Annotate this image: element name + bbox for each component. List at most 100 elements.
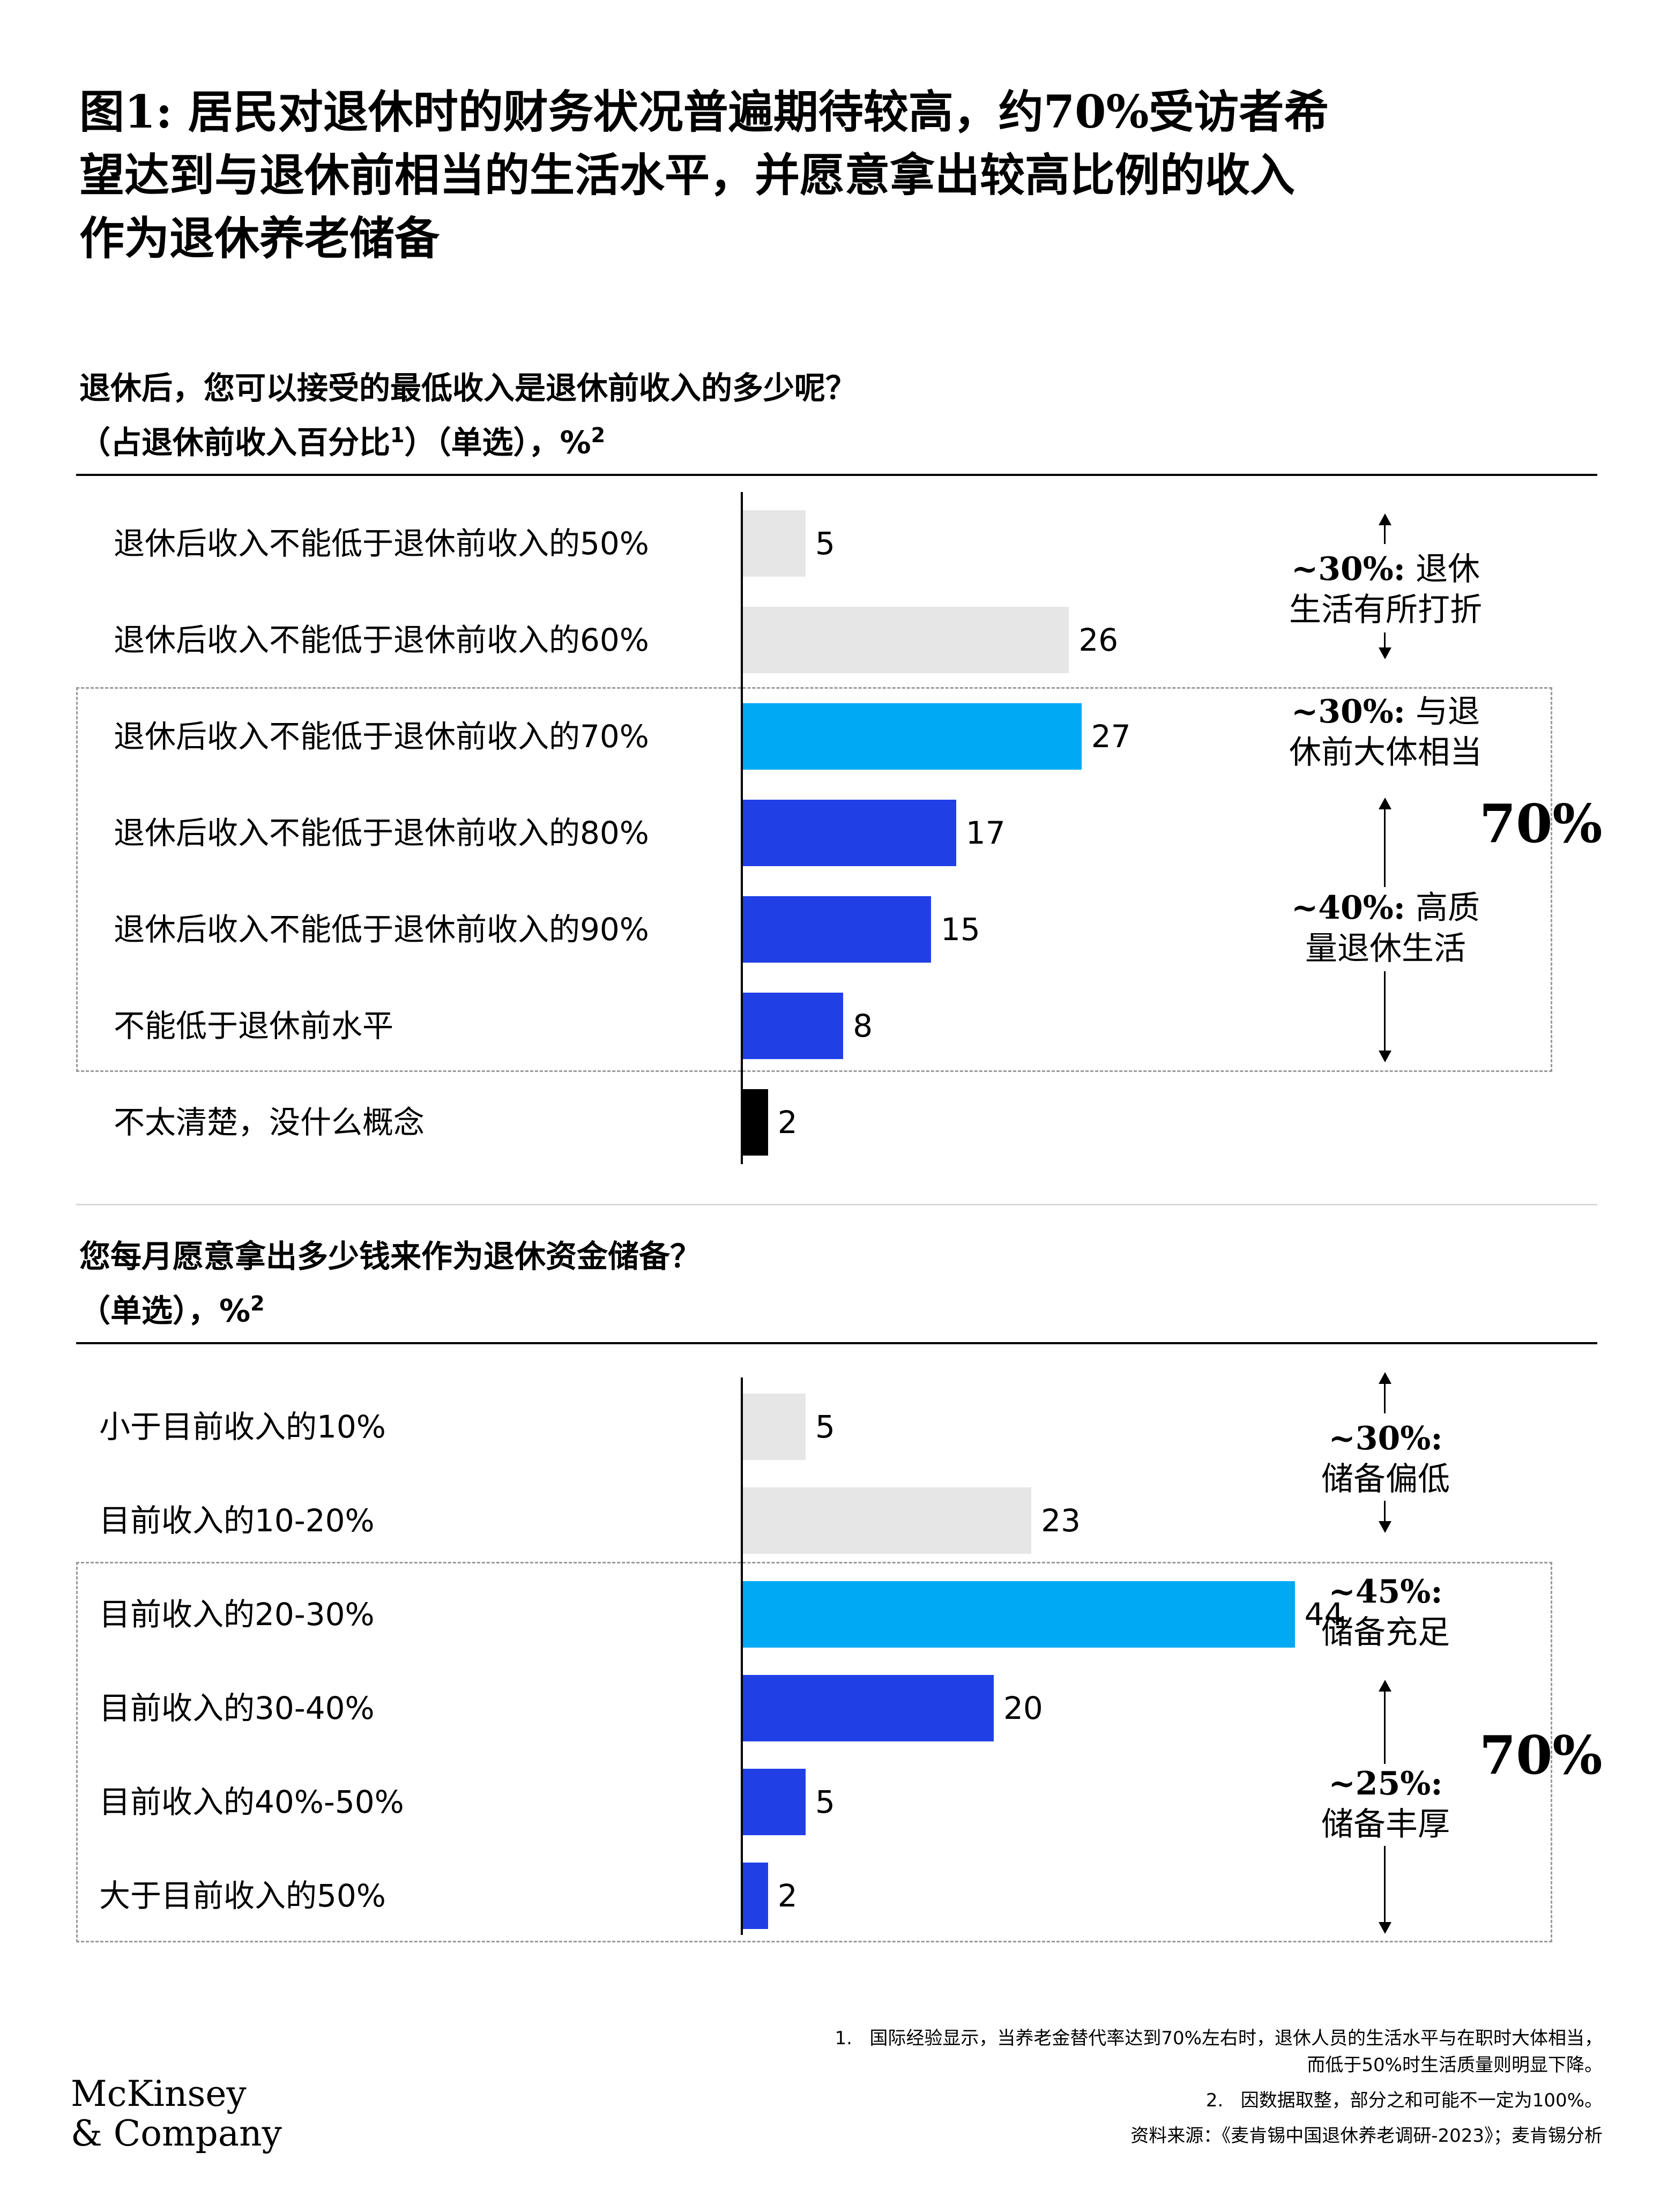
chart1-annotation-2-text: 与退: [1416, 693, 1480, 731]
chart2-data-label: 5: [815, 1784, 835, 1820]
chart1-70pct-dashed-box: [76, 687, 1552, 1072]
logo-line-2: & Company: [71, 2113, 282, 2154]
chart2-data-label: 5: [815, 1409, 835, 1445]
chart2-annotation-1-line2: 储备偏低: [1321, 1461, 1450, 1498]
chart1-category-label: 不能低于退休前水平: [114, 1008, 394, 1044]
chart2-data-label: 23: [1041, 1502, 1081, 1539]
chart2-arrow-down-icon: [1379, 1922, 1391, 1934]
chart2-arrow-line: [1384, 1381, 1386, 1413]
chart1-title: 退休后，您可以接受的最低收入是退休前收入的多少呢？ （占退休前收入百分比1）（单…: [79, 364, 1580, 466]
chart1-annotation-2-line2: 休前大体相当: [1289, 734, 1482, 771]
chart2-annotation-2: ~45%: 储备充足: [1227, 1572, 1544, 1653]
chart2-category-label: 目前收入的40%-50%: [99, 1784, 404, 1820]
footnote-1-line2: 而低于50%时生活质量则明显下降。: [1307, 2054, 1603, 2076]
chart2-title-line-2-text: （单选），%: [79, 1292, 251, 1329]
footnote-2-number: 2.: [1205, 2090, 1224, 2111]
chart2-arrow-line: [1384, 1501, 1386, 1522]
chart1-bar: [743, 800, 956, 866]
chart1-annotation-1-line2: 生活有所打折: [1289, 591, 1482, 629]
chart2-bar: [743, 1394, 806, 1460]
chart1-annotation-2-pct: ~30%:: [1291, 693, 1405, 731]
chart1-category-label: 退休后收入不能低于退休前收入的70%: [114, 718, 649, 755]
chart1-footnote-ref-2: 2: [591, 423, 606, 447]
chart1-annotation-1: ~30%: 退休 生活有所打折: [1227, 549, 1544, 630]
chart1-data-label: 27: [1091, 718, 1131, 755]
figure-title: 图1: 居民对退休时的财务状况普遍期待较高，约70%受访者希 望达到与退休前相当…: [79, 80, 1612, 270]
chart1-title-line-1: 退休后，您可以接受的最低收入是退休前收入的多少呢？: [79, 370, 857, 406]
chart2-axis: [741, 1377, 743, 1935]
chart1-title-line-2-end: ）（单选），%: [404, 424, 591, 461]
chart2-arrow-line: [1384, 1846, 1386, 1923]
chart1-axis: [741, 492, 743, 1164]
chart2-arrow-down-icon: [1379, 1521, 1391, 1533]
chart2-title-line-2: （单选），%2: [79, 1280, 1580, 1334]
logo-line-1: McKinsey: [71, 2073, 247, 2114]
chart1-arrow-down-icon: [1379, 647, 1391, 659]
chart1-bar: [743, 607, 1069, 673]
chart1-arrow-line: [1384, 632, 1386, 649]
chart2-arrow-up-icon: [1379, 1372, 1391, 1384]
chart2-annotation-2-line2: 储备充足: [1321, 1614, 1450, 1651]
section-divider: [76, 1204, 1597, 1205]
chart1-arrow-line: [1384, 523, 1386, 544]
chart1-annotation-1-pct: ~30%:: [1291, 550, 1405, 588]
chart2-bar: [743, 1581, 1295, 1648]
chart2-arrow-line: [1384, 1689, 1386, 1764]
footnote-1: 1. 国际经验显示，当养老金替代率达到70%左右时，退休人员的生活水平与在职时大…: [643, 2025, 1603, 2079]
chart2-arrow-up-icon: [1379, 1680, 1391, 1692]
chart2-category-label: 目前收入的10-20%: [99, 1502, 375, 1539]
chart2-category-label: 大于目前收入的50%: [99, 1878, 386, 1914]
chart1-bar: [743, 993, 844, 1059]
chart1-data-label: 5: [815, 525, 835, 562]
chart2-category-label: 小于目前收入的10%: [99, 1409, 386, 1445]
chart2-bar: [743, 1487, 1032, 1554]
chart2-bar: [743, 1863, 768, 1929]
footnote-1-line1: 国际经验显示，当养老金替代率达到70%左右时，退休人员的生活水平与在职时大体相当…: [869, 2028, 1603, 2049]
chart2-bar: [743, 1769, 806, 1835]
chart1-bar: [743, 510, 806, 577]
figure-title-line-3: 作为退休养老储备: [79, 212, 440, 265]
footnote-2-text: 因数据取整，部分之和可能不一定为100%。: [1240, 2090, 1603, 2111]
chart1-arrow-line: [1384, 807, 1386, 887]
chart1-annotation-3-text: 高质: [1416, 889, 1480, 927]
chart2-data-label: 2: [777, 1878, 798, 1914]
chart1-title-line-2-text: （占退休前收入百分比: [79, 424, 391, 461]
chart2-top-rule: [76, 1342, 1597, 1344]
chart1-data-label: 17: [965, 815, 1006, 851]
chart1-footnote-ref-1: 1: [390, 423, 405, 447]
chart2-total-70pct: 70%: [1479, 1725, 1603, 1786]
footnote-1-number: 1.: [835, 2028, 852, 2049]
chart2-data-label: 44: [1304, 1596, 1344, 1633]
chart1-category-label: 退休后收入不能低于退休前收入的50%: [114, 525, 649, 562]
mckinsey-logo: McKinsey & Company: [71, 2074, 282, 2154]
chart1-data-label: 2: [777, 1104, 798, 1141]
chart1-arrow-down-icon: [1379, 1051, 1391, 1062]
chart1-category-label: 退休后收入不能低于退休前收入的60%: [114, 622, 649, 658]
chart1-annotation-2: ~30%: 与退 休前大体相当: [1227, 691, 1544, 773]
chart1-total-70pct: 70%: [1479, 793, 1603, 855]
chart1-data-label: 26: [1078, 622, 1119, 658]
chart1-annotation-3-line2: 量退休生活: [1305, 930, 1466, 967]
chart1-top-rule: [76, 474, 1597, 476]
chart1-data-label: 15: [941, 911, 980, 948]
chart1-arrow-up-icon: [1379, 798, 1391, 809]
chart2-category-label: 目前收入的30-40%: [99, 1690, 375, 1726]
chart2-footnote-ref-2: 2: [250, 1292, 265, 1315]
chart1-bar: [743, 703, 1082, 770]
chart2-annotation-2-pct: ~45%:: [1328, 1573, 1443, 1611]
chart2-category-label: 目前收入的20-30%: [99, 1596, 375, 1633]
figure-title-line-2: 望达到与退休前相当的生活水平，并愿意拿出较高比例的收入: [79, 148, 1296, 202]
chart1-bar: [743, 896, 931, 963]
chart1-title-line-2: （占退休前收入百分比1）（单选），%2: [79, 412, 1580, 466]
figure-title-line-1: 图1: 居民对退休时的财务状况普遍期待较高，约70%受访者希: [79, 85, 1329, 138]
chart2-title-line-1: 您每月愿意拿出多少钱来作为退休资金储备？: [79, 1238, 702, 1275]
chart1-category-label: 不太清楚，没什么概念: [114, 1104, 425, 1141]
chart1-arrow-line: [1384, 971, 1386, 1052]
chart2-annotation-1-pct: ~30%:: [1328, 1420, 1443, 1457]
chart2-annotation-3-pct: ~25%:: [1328, 1765, 1443, 1803]
chart1-bar: [743, 1089, 768, 1156]
chart1-data-label: 8: [853, 1008, 873, 1044]
chart2-70pct-dashed-box: [76, 1562, 1552, 1942]
chart1-annotation-1-text: 退休: [1416, 550, 1480, 588]
chart1-annotation-3: ~40%: 高质 量退休生活: [1227, 888, 1544, 969]
